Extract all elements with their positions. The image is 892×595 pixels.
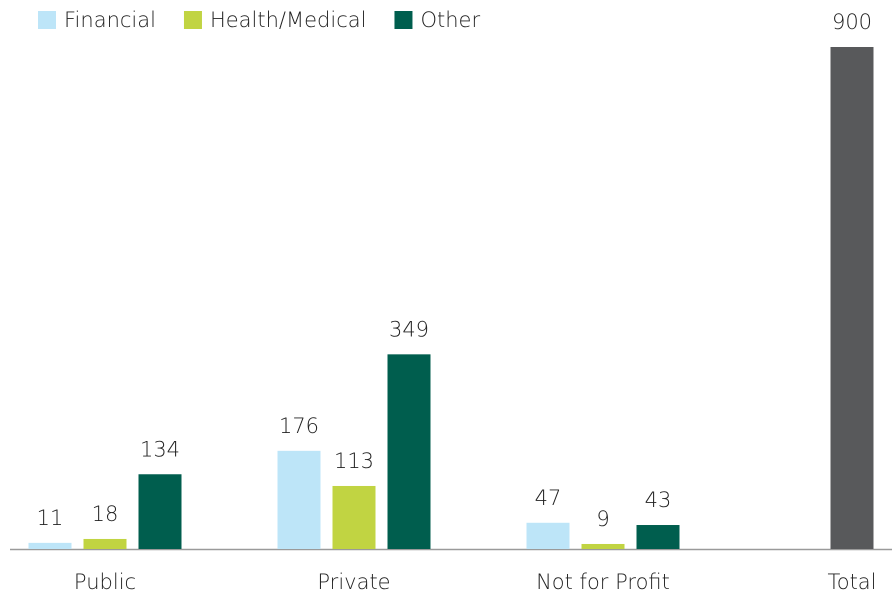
bar [332,485,376,549]
x-tick-label: Total [827,570,876,594]
value-label: 349 [389,317,429,341]
value-label: 134 [140,437,180,461]
value-label: 176 [279,414,319,438]
x-tick-label: Not for Profit [536,570,670,594]
bar [28,542,72,549]
legend-label: Health/Medical [210,8,367,32]
bar [387,354,431,549]
value-label: 47 [535,486,562,510]
bar [830,47,874,549]
value-label: 18 [92,502,119,526]
legend-swatch [38,11,56,29]
bar [636,525,680,549]
value-label: 43 [645,488,672,512]
legend-swatch [183,11,202,29]
legend-label: Financial [64,8,156,32]
value-label: 900 [832,10,872,34]
legend-label: Other [420,8,480,32]
bar [277,450,321,549]
x-tick-label: Public [74,570,136,594]
bar [83,538,127,549]
bar [526,522,570,549]
legend-swatch [394,11,413,29]
bar [138,474,182,549]
x-tick-label: Private [317,570,390,594]
value-label: 9 [596,507,609,531]
value-label: 11 [37,506,64,530]
bar [581,543,625,549]
value-label: 113 [334,449,374,473]
